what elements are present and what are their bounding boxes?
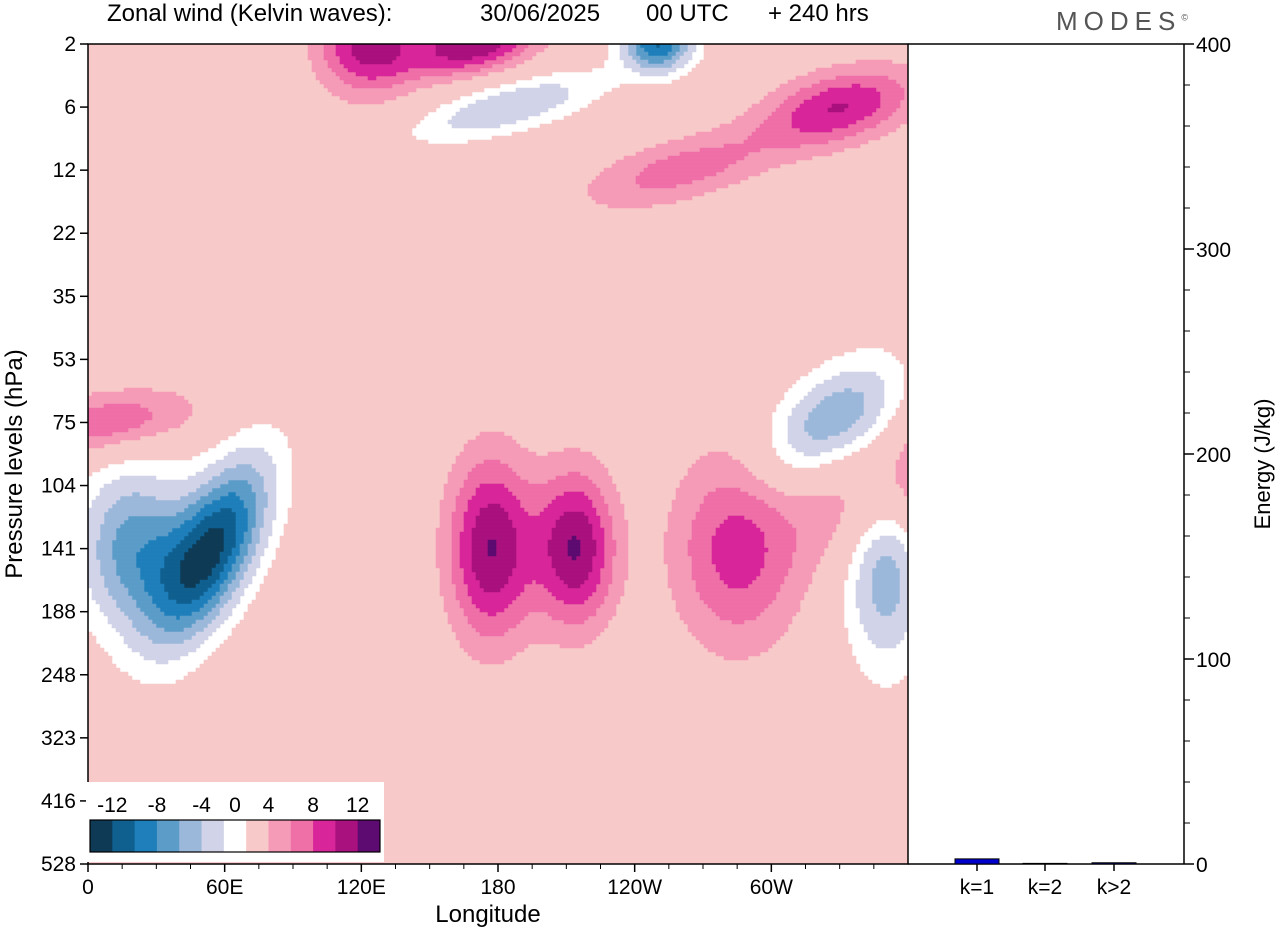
colorbar-frame <box>89 819 381 853</box>
energy-bar <box>1022 862 1068 865</box>
colorbar-swatch <box>134 820 158 852</box>
energy-tick-label: 100 <box>1196 649 1231 672</box>
y-axis-label: Pressure levels (hPa) <box>1 349 28 578</box>
logo-mark: © <box>1181 12 1188 23</box>
energy-category-label: k>2 <box>1097 876 1131 899</box>
colorbar-swatch <box>179 820 203 852</box>
colorbar-swatch <box>313 820 336 852</box>
colorbar-swatch <box>290 820 314 852</box>
x-axis-label: Longitude <box>435 901 540 928</box>
colorbar-swatch <box>223 820 247 852</box>
y-tick-label: 12 <box>53 159 76 182</box>
title-date: 30/06/2025 <box>480 0 601 27</box>
colorbar-label: 0 <box>229 794 241 817</box>
x-tick-label: 60W <box>750 876 793 899</box>
title-lead-time: + 240 hrs <box>768 0 869 27</box>
energy-bar <box>954 858 1000 865</box>
chart-title: Zonal wind (Kelvin waves): 30/06/2025 00… <box>0 0 1000 32</box>
colorbar-label: 4 <box>263 794 275 817</box>
x-tick-label: 120E <box>337 876 386 899</box>
energy-axis-label: Energy (J/kg) <box>1250 399 1275 530</box>
colorbar-swatch <box>156 820 180 852</box>
y-tick-label: 2 <box>64 33 76 56</box>
contour-band-5 <box>88 44 908 665</box>
energy-tick-label: 0 <box>1196 854 1208 877</box>
y-tick-label: 248 <box>41 664 76 687</box>
x-tick-label: 120W <box>607 876 662 899</box>
energy-bar <box>1091 862 1137 865</box>
title-text: Zonal wind (Kelvin waves): <box>107 0 393 27</box>
heatmap-contours <box>88 44 908 864</box>
y-tick-label: 22 <box>53 222 76 245</box>
colorbar-label: -12 <box>97 794 127 817</box>
energy-tick-label: 400 <box>1196 34 1231 57</box>
colorbar-swatch <box>90 820 113 852</box>
energy-bar-chart: 0 100 200 300 400 k=1 k=2 k>2 Energy (J/kg) <box>908 34 1275 899</box>
x-tick-label: 180 <box>480 876 515 899</box>
colorbar-swatch <box>246 820 269 852</box>
energy-category-label: k=1 <box>960 876 994 899</box>
energy-category-label: k=2 <box>1028 876 1062 899</box>
colorbar: -12 -8 -4 0 4 8 12 <box>86 782 384 862</box>
colorbar-swatch <box>268 820 292 852</box>
y-tick-label: 416 <box>41 790 76 813</box>
y-tick-label: 141 <box>41 538 76 561</box>
logo-text: MODES <box>1056 6 1182 36</box>
y-tick-label: 104 <box>41 475 76 498</box>
contour-band-12 <box>487 535 581 561</box>
y-tick-label: 53 <box>53 348 76 371</box>
colorbar-label: -8 <box>148 794 167 817</box>
y-tick-label: 323 <box>41 727 76 750</box>
colorbar-label: 12 <box>346 794 369 817</box>
energy-tick-label: 300 <box>1196 239 1231 262</box>
title-time: 00 UTC <box>646 0 729 27</box>
colorbar-swatch <box>357 820 381 852</box>
colorbar-swatch <box>335 820 359 852</box>
colorbar-swatch <box>201 820 225 852</box>
y-tick-label: 528 <box>41 853 76 876</box>
y-tick-label: 188 <box>41 601 76 624</box>
colorbar-swatch <box>112 820 136 852</box>
energy-tick-label: 200 <box>1196 444 1231 467</box>
colorbar-label: 8 <box>307 794 319 817</box>
y-tick-label: 75 <box>53 411 76 434</box>
colorbar-label: -4 <box>192 794 211 817</box>
modes-logo: MODES© <box>1056 6 1188 37</box>
y-tick-label: 35 <box>53 285 76 308</box>
x-tick-label: 60E <box>206 876 243 899</box>
y-tick-label: 6 <box>64 96 76 119</box>
x-tick-label: 0 <box>82 876 94 899</box>
